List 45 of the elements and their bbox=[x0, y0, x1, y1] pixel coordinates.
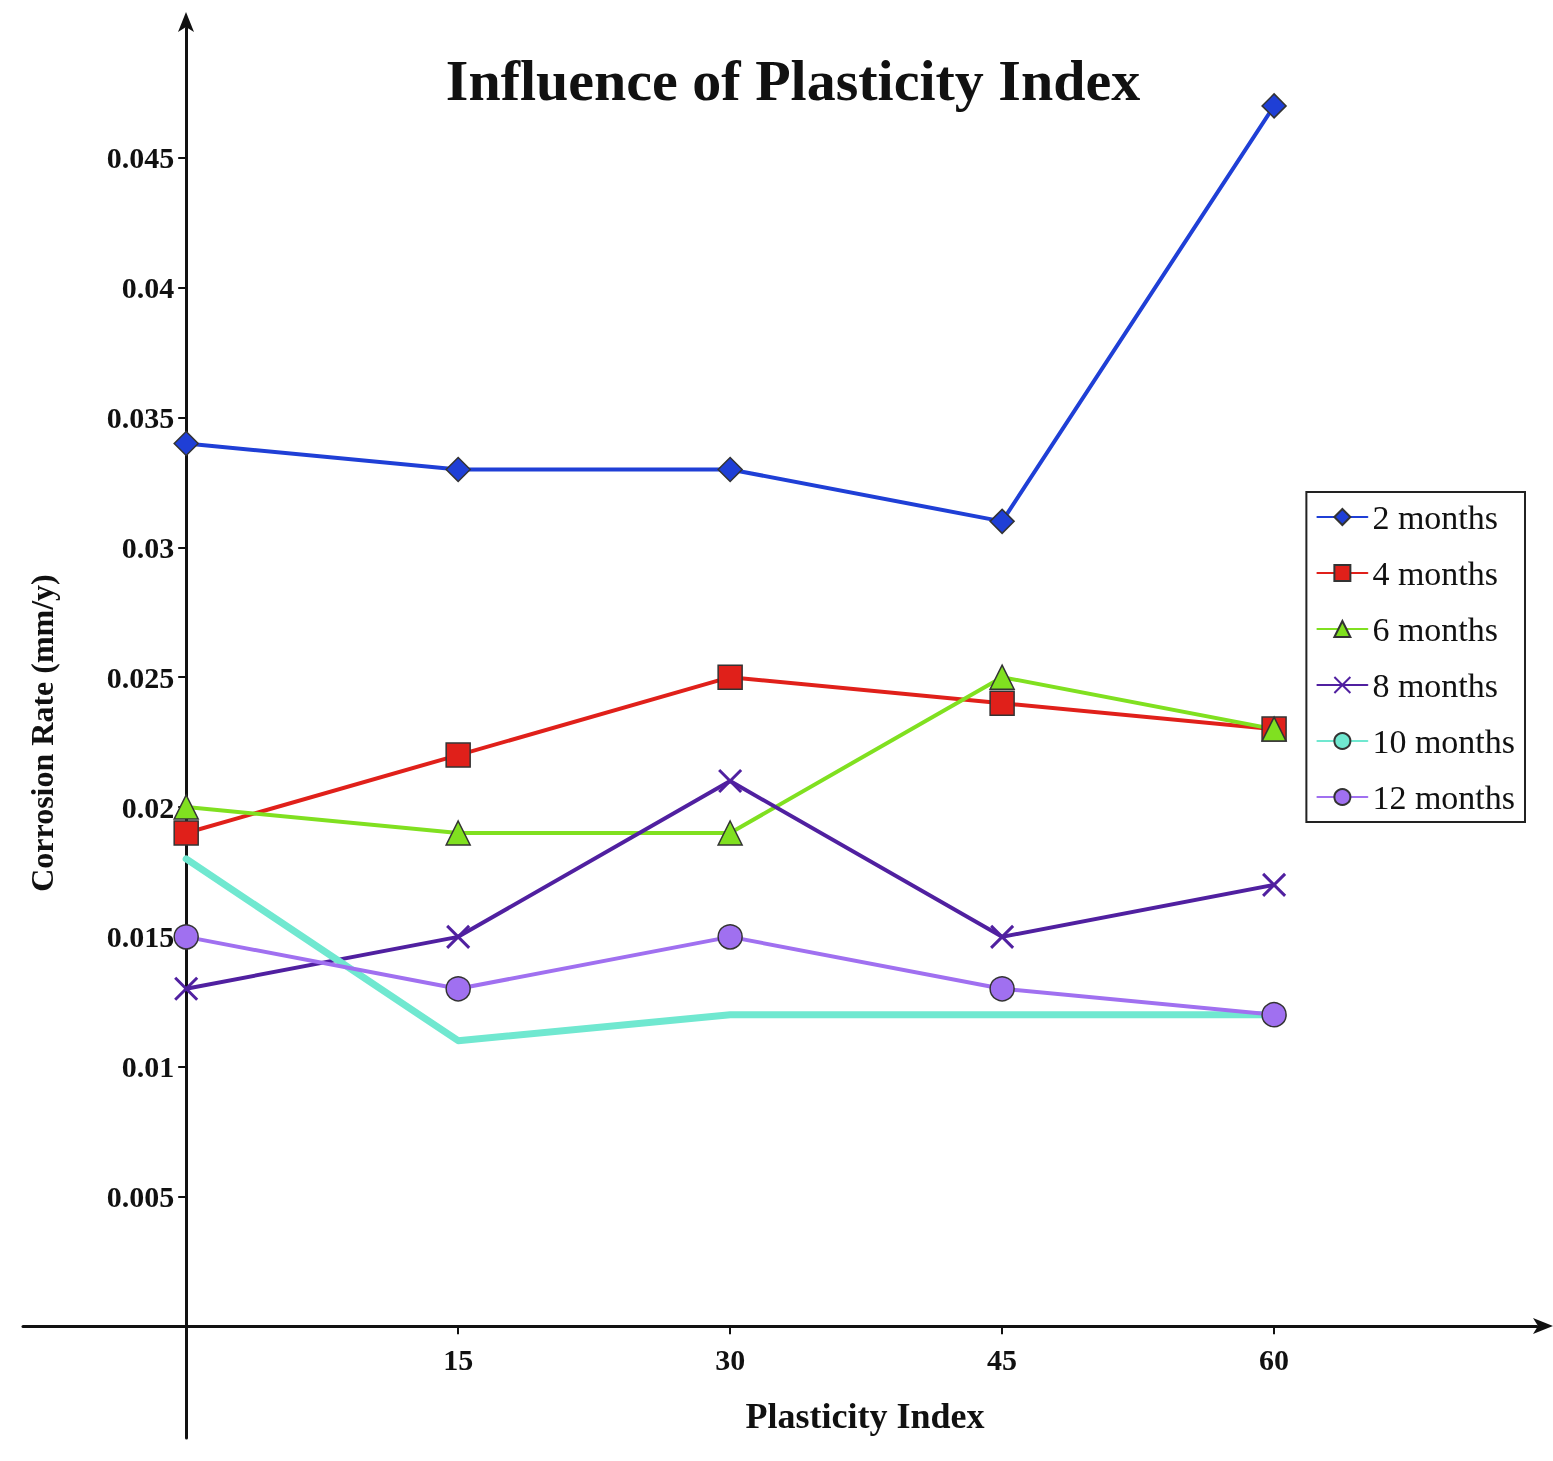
x-tick-label: 60 bbox=[1259, 1342, 1290, 1376]
legend-label: 4 months bbox=[1372, 554, 1498, 592]
point bbox=[717, 768, 743, 794]
point bbox=[717, 820, 743, 846]
y-tick-label: 0.035 bbox=[106, 401, 175, 434]
legend-label: 2 months bbox=[1372, 498, 1498, 536]
legend-label: 8 months bbox=[1372, 666, 1498, 704]
point bbox=[717, 456, 743, 483]
point bbox=[173, 794, 199, 820]
y-tick-label: 0.015 bbox=[106, 920, 175, 954]
point bbox=[173, 430, 199, 457]
point bbox=[173, 924, 199, 950]
x-tick-label: 15 bbox=[443, 1342, 474, 1376]
y-tick-label: 0.045 bbox=[106, 141, 175, 175]
y-tick-label: 0.01 bbox=[121, 1050, 175, 1084]
y-tick-label: 0.04 bbox=[121, 271, 175, 305]
chart-title: Influence of Plasticity Index bbox=[445, 47, 1141, 113]
y-tick-label: 0.02 bbox=[121, 790, 175, 824]
point bbox=[1261, 1002, 1287, 1028]
x-axis-title: Plasticity Index bbox=[745, 1396, 985, 1437]
point bbox=[445, 820, 471, 846]
point bbox=[989, 924, 1015, 950]
point bbox=[989, 664, 1015, 690]
point bbox=[1261, 872, 1287, 898]
point bbox=[173, 976, 199, 1002]
y-tick-label: 0.025 bbox=[106, 660, 175, 694]
point bbox=[717, 924, 743, 950]
point bbox=[445, 976, 471, 1002]
legend-label: 10 months bbox=[1372, 722, 1515, 760]
point bbox=[989, 976, 1015, 1002]
point bbox=[989, 690, 1015, 716]
point bbox=[1261, 93, 1287, 119]
point bbox=[445, 924, 471, 950]
point bbox=[173, 820, 199, 846]
y-axis-title: Corrosion Rate (mm/y) bbox=[24, 574, 61, 892]
legend-label: 6 months bbox=[1372, 610, 1498, 648]
x-tick-label: 45 bbox=[987, 1342, 1018, 1376]
point bbox=[989, 508, 1015, 535]
point bbox=[717, 664, 743, 690]
point bbox=[445, 742, 471, 768]
y-tick-label: 0.005 bbox=[106, 1180, 175, 1214]
legend-label: 12 months bbox=[1372, 778, 1515, 816]
x-tick-label: 30 bbox=[715, 1342, 746, 1376]
point bbox=[445, 456, 471, 483]
y-tick-label: 0.03 bbox=[121, 530, 175, 564]
